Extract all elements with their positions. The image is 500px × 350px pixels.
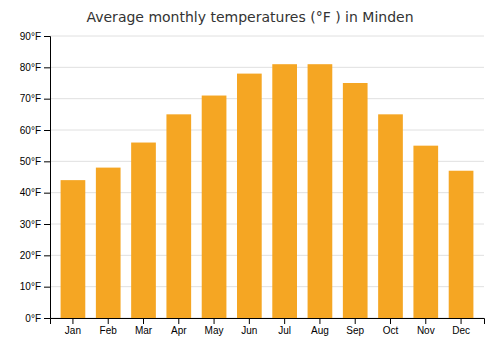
x-tick-label: Feb — [100, 325, 118, 336]
x-tick: Dec — [452, 318, 470, 336]
y-tick-label: 10°F — [20, 281, 41, 292]
bars — [61, 64, 474, 318]
grid-line — [50, 130, 484, 131]
title: Average monthly temperatures (°F ) in Mi… — [86, 9, 413, 25]
y-tick-mark — [44, 99, 50, 100]
x-tick: Sep — [346, 318, 364, 336]
x-tick: Feb — [100, 318, 118, 336]
y-tick-mark — [44, 161, 50, 162]
y-tick-mark — [44, 255, 50, 256]
y-axis: 0°F 10°F 20°F 30°F 40°F 50°F 60°F 70°F 80°F 90°F — [20, 31, 51, 324]
y-tick: 30°F — [20, 219, 50, 230]
y-tick-label: 70°F — [20, 93, 41, 104]
x-tick: Aug — [311, 318, 329, 336]
y-tick-label: 20°F — [20, 250, 41, 261]
y-tick-mark — [44, 193, 50, 194]
x-tick-mark — [214, 318, 215, 324]
y-tick-mark — [44, 287, 50, 288]
y-tick-mark — [44, 130, 50, 131]
x-tick-mark — [355, 318, 356, 324]
x-tick: Jun — [241, 318, 257, 336]
bar — [378, 114, 403, 318]
y-tick: 0°F — [25, 313, 50, 324]
x-tick-label: Jul — [278, 325, 291, 336]
grid — [50, 36, 484, 318]
bar — [237, 74, 262, 318]
y-tick: 20°F — [20, 250, 50, 261]
bar — [166, 114, 191, 318]
x-tick-mark — [249, 318, 250, 324]
bar — [61, 180, 86, 318]
y-tick: 60°F — [20, 125, 50, 136]
chart: Average monthly temperatures (°F ) in Mi… — [0, 0, 500, 350]
y-tick-label: 0°F — [25, 313, 41, 324]
bar — [202, 96, 227, 318]
x-tick-mark — [72, 318, 73, 324]
x-tick-label: Dec — [452, 325, 470, 336]
x-tick: Mar — [135, 318, 153, 336]
x-tick: Oct — [383, 318, 399, 336]
y-tick-mark — [44, 224, 50, 225]
x-tick-mark — [425, 318, 426, 324]
x-tick-label: Sep — [346, 325, 364, 336]
x-tick-mark — [461, 318, 462, 324]
x-tick-label: May — [205, 325, 224, 336]
bar — [343, 83, 368, 318]
grid-line — [50, 98, 484, 99]
y-tick: 50°F — [20, 156, 50, 167]
y-tick-label: 40°F — [20, 187, 41, 198]
x-axis: Jan Feb Mar Apr May Jun Jul Aug Sep Oct Nov Dec — [51, 318, 485, 336]
x-tick-mark — [319, 318, 320, 324]
bar — [272, 64, 297, 318]
y-tick: 40°F — [20, 187, 50, 198]
x-tick-label: Jun — [241, 325, 257, 336]
y-tick: 70°F — [20, 93, 50, 104]
x-tick-mark — [284, 318, 285, 324]
x-tick-label: Nov — [417, 325, 435, 336]
x-axis-line — [51, 319, 485, 325]
y-tick-mark — [44, 318, 50, 319]
y-tick-mark — [44, 67, 50, 68]
y-tick-mark — [44, 36, 50, 37]
bar — [413, 146, 438, 318]
x-tick: Apr — [171, 318, 187, 336]
y-tick-label: 50°F — [20, 156, 41, 167]
y-tick: 10°F — [20, 281, 50, 292]
x-tick: May — [205, 318, 224, 336]
grid-line — [50, 36, 484, 37]
x-tick: Nov — [417, 318, 435, 336]
bar — [96, 168, 121, 318]
x-tick-mark — [108, 318, 109, 324]
grid-line — [50, 67, 484, 68]
bar — [449, 171, 474, 318]
y-tick-label: 80°F — [20, 62, 41, 73]
x-tick-mark — [390, 318, 391, 324]
y-tick: 80°F — [20, 62, 50, 73]
x-tick-mark — [143, 318, 144, 324]
x-tick-label: Apr — [171, 325, 187, 336]
x-tick: Jul — [278, 318, 291, 336]
bar — [131, 143, 156, 318]
x-tick-label: Mar — [135, 325, 153, 336]
y-tick-label: 60°F — [20, 125, 41, 136]
bar — [308, 64, 333, 318]
plot: 0°F 10°F 20°F 30°F 40°F 50°F 60°F 70°F 80°F 90°F J… — [20, 31, 485, 336]
x-tick-label: Jan — [65, 325, 81, 336]
x-tick-mark — [178, 318, 179, 324]
y-tick-label: 90°F — [20, 31, 41, 42]
x-tick-label: Oct — [383, 325, 399, 336]
x-tick-label: Aug — [311, 325, 329, 336]
y-axis-line — [44, 37, 51, 319]
y-tick-label: 30°F — [20, 219, 41, 230]
y-tick: 90°F — [20, 31, 50, 42]
x-tick: Jan — [65, 318, 81, 336]
